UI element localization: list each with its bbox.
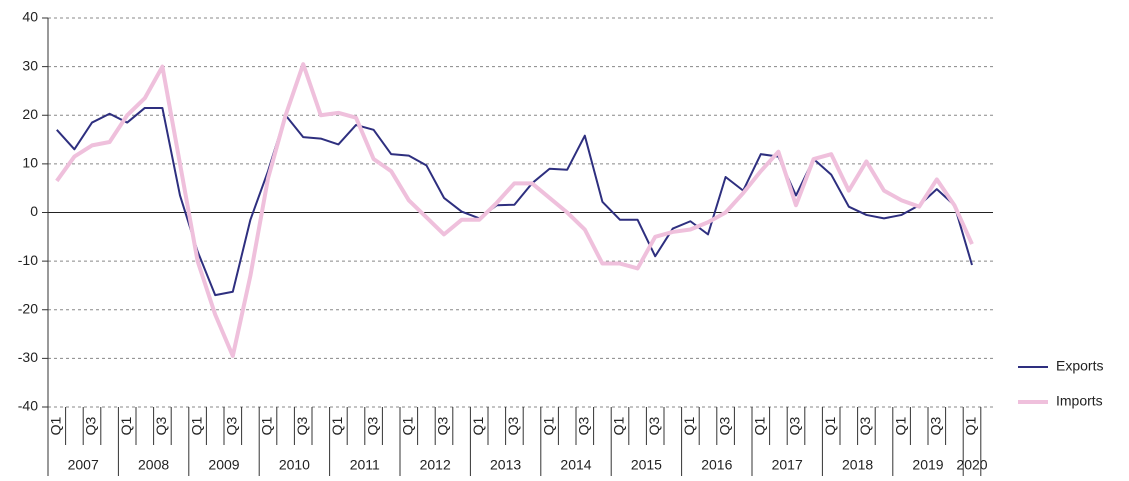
x-tick-label: Q3: [576, 416, 592, 435]
x-tick-label: Q1: [540, 416, 556, 435]
x-tick-label: Q3: [646, 416, 662, 435]
year-label: 2014: [560, 457, 591, 473]
x-tick-label: Q3: [787, 416, 803, 435]
x-tick-label: Q3: [928, 416, 944, 435]
series-line: [55, 62, 974, 358]
y-tick-label: 10: [22, 155, 38, 171]
year-label: 2012: [420, 457, 451, 473]
x-tick-label: Q3: [83, 416, 99, 435]
x-tick-label: Q3: [857, 416, 873, 435]
year-label: 2008: [138, 457, 169, 473]
x-tick-label: Q1: [681, 416, 697, 435]
y-tick-label: -40: [18, 398, 38, 414]
year-label: 2018: [842, 457, 873, 473]
x-tick-label: Q3: [716, 416, 732, 435]
legend-label: Imports: [1056, 393, 1103, 409]
x-tick-label: Q1: [470, 416, 486, 435]
x-tick-label: Q3: [153, 416, 169, 435]
x-tick-label: Q3: [505, 416, 521, 435]
year-label: 2009: [208, 457, 239, 473]
y-tick-label: -30: [18, 349, 38, 365]
year-label: 2013: [490, 457, 521, 473]
year-label: 2016: [701, 457, 732, 473]
x-tick-label: Q3: [364, 416, 380, 435]
x-tick-label: Q1: [259, 416, 275, 435]
y-tick-label: 0: [30, 203, 38, 219]
x-tick-label: Q1: [188, 416, 204, 435]
x-tick-label: Q1: [752, 416, 768, 435]
x-tick-label: Q1: [118, 416, 134, 435]
y-tick-label: -20: [18, 300, 38, 316]
year-label: 2010: [279, 457, 310, 473]
y-tick-label: 20: [22, 106, 38, 122]
y-tick-label: -10: [18, 252, 38, 268]
x-tick-label: Q1: [329, 416, 345, 435]
year-label: 2007: [68, 457, 99, 473]
x-tick-label: Q1: [48, 416, 64, 435]
legend-label: Exports: [1056, 358, 1103, 374]
x-tick-label: Q1: [400, 416, 416, 435]
year-label: 2020: [956, 457, 987, 473]
year-label: 2017: [772, 457, 803, 473]
x-tick-label: Q3: [224, 416, 240, 435]
y-tick-label: 30: [22, 57, 38, 73]
year-label: 2011: [350, 457, 380, 473]
x-tick-label: Q1: [611, 416, 627, 435]
x-tick-label: Q3: [435, 416, 451, 435]
x-tick-label: Q1: [963, 416, 979, 435]
x-tick-label: Q1: [892, 416, 908, 435]
x-tick-label: Q3: [294, 416, 310, 435]
year-label: 2019: [912, 457, 943, 473]
y-tick-label: 40: [22, 9, 38, 25]
year-label: 2015: [631, 457, 662, 473]
series-line: [56, 106, 973, 297]
x-tick-label: Q1: [822, 416, 838, 435]
